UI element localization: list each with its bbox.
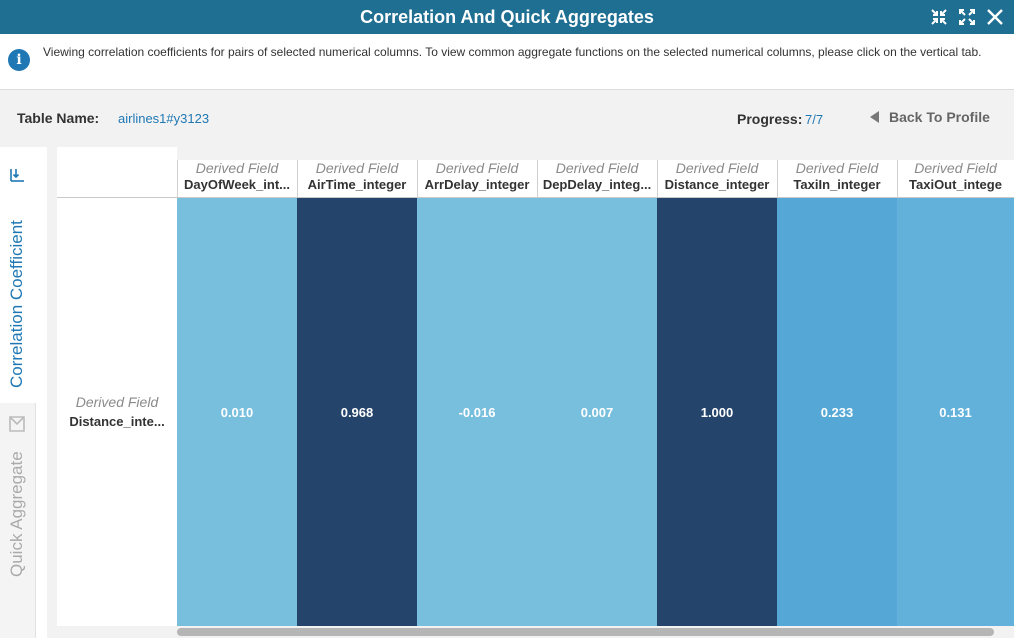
correlation-cell[interactable]: -0.016: [417, 198, 537, 626]
tab-quick-aggregate[interactable]: Quick Aggregate: [0, 403, 36, 638]
title-bar: Correlation And Quick Aggregates: [0, 0, 1014, 34]
column-name: AirTime_integer: [307, 177, 407, 192]
correlation-tab-label: Correlation Coefficient: [7, 220, 26, 388]
column-type-label: Derived Field: [195, 160, 279, 176]
column-type-label: Derived Field: [675, 160, 759, 176]
row-type-label: Derived Field: [75, 394, 159, 410]
row-header-column: [57, 147, 177, 626]
column-header: Derived Field DepDelay_integ...: [537, 160, 657, 198]
column-name: ArrDelay_integer: [424, 177, 530, 192]
column-type-label: Derived Field: [914, 160, 997, 176]
correlation-value: 0.010: [220, 404, 254, 420]
correlation-cell[interactable]: 1.000: [657, 198, 777, 626]
close-icon[interactable]: [984, 6, 1006, 28]
column-header-strip: [57, 160, 1014, 198]
scrollbar-thumb[interactable]: [177, 628, 994, 636]
column-separator: [297, 160, 298, 198]
row-header: Derived Field Distance_inte...: [59, 393, 175, 431]
progress-value: 7/7: [805, 112, 824, 127]
back-to-profile-label: Back To Profile: [889, 109, 990, 125]
column-header: Derived Field Distance_integer: [657, 160, 777, 198]
progress-label: Progress:: [737, 111, 803, 127]
correlation-cell[interactable]: 0.007: [537, 198, 657, 626]
info-text: Viewing correlation coefficients for pai…: [43, 45, 982, 59]
correlation-value: 0.968: [340, 404, 374, 420]
column-type-label: Derived Field: [315, 160, 399, 176]
correlation-cell[interactable]: 0.233: [777, 198, 897, 626]
correlation-grid: Derived Field DayOfWeek_int... Derived F…: [47, 147, 1014, 638]
column-separator: [657, 160, 658, 198]
column-separator: [537, 160, 538, 198]
table-name-link[interactable]: airlines1#y3123: [118, 111, 210, 126]
column-type-label: Derived Field: [555, 160, 639, 176]
info-bar: i Viewing correlation coefficients for p…: [0, 34, 1014, 90]
collapse-icon[interactable]: [928, 6, 950, 28]
correlation-value: 0.131: [939, 404, 972, 420]
correlation-value: 0.007: [580, 404, 614, 420]
side-tabs: Correlation Coefficient Quick Aggregate: [0, 147, 47, 638]
expand-icon[interactable]: [956, 6, 978, 28]
correlation-value: 1.000: [700, 404, 734, 420]
sort-icon: [7, 166, 27, 191]
column-header: Derived Field AirTime_integer: [297, 160, 417, 198]
back-to-profile-button[interactable]: Back To Profile: [870, 109, 990, 125]
column-separator: [417, 160, 418, 198]
horizontal-scrollbar[interactable]: [177, 626, 1014, 638]
correlation-cell[interactable]: 0.010: [177, 198, 297, 626]
tab-correlation-coefficient[interactable]: Correlation Coefficient: [0, 160, 36, 403]
row-name: Distance_inte...: [69, 414, 165, 429]
column-type-label: Derived Field: [795, 160, 879, 176]
column-name: TaxiIn_integer: [793, 177, 881, 192]
column-separator: [897, 160, 898, 198]
table-info-bar: Table Name: airlines1#y3123 Progress: 7/…: [0, 90, 1014, 147]
column-header: Derived Field DayOfWeek_int...: [177, 160, 297, 198]
window-title: Correlation And Quick Aggregates: [360, 7, 654, 27]
column-type-label: Derived Field: [435, 160, 519, 176]
correlation-cell[interactable]: 0.968: [297, 198, 417, 626]
correlation-cell[interactable]: 0.131: [897, 198, 1014, 626]
back-arrow-icon: [870, 111, 879, 123]
column-separator: [177, 160, 178, 198]
table-name-label: Table Name:: [17, 110, 100, 126]
column-name: DayOfWeek_int...: [184, 177, 290, 192]
column-header: Derived Field TaxiIn_integer: [777, 160, 897, 198]
column-name: DepDelay_integ...: [542, 177, 652, 192]
column-separator: [777, 160, 778, 198]
correlation-value: -0.016: [458, 404, 496, 420]
column-header: Derived Field ArrDelay_integer: [417, 160, 537, 198]
column-name: TaxiOut_intege: [909, 177, 1002, 192]
column-header: Derived Field TaxiOut_intege: [897, 160, 1014, 198]
sigma-icon: [7, 414, 27, 439]
correlation-value: 0.233: [820, 404, 854, 420]
aggregate-tab-label: Quick Aggregate: [7, 451, 26, 577]
window-controls: [928, 0, 1006, 34]
column-name: Distance_integer: [664, 177, 770, 192]
info-icon: i: [8, 49, 30, 71]
